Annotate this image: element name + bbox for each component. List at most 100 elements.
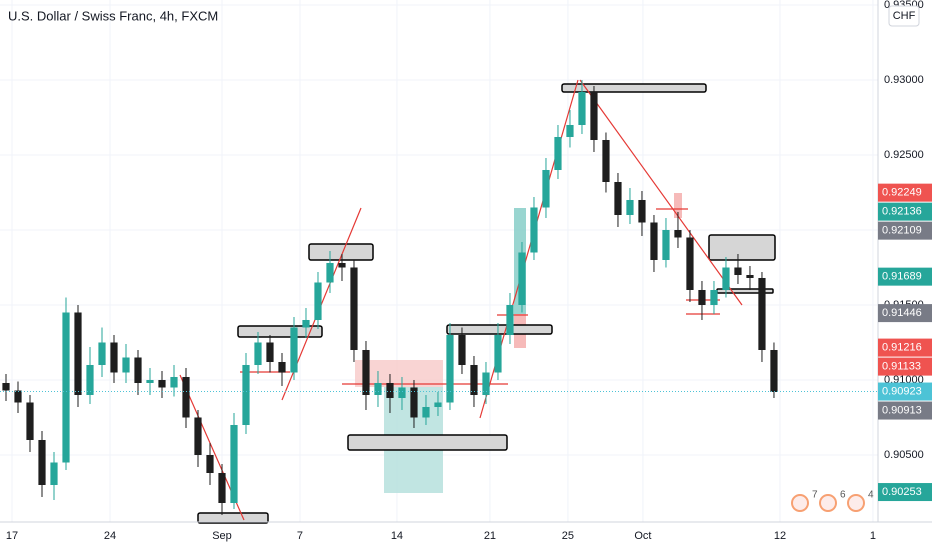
candle-body: [626, 199, 634, 215]
candle-body: [602, 139, 610, 182]
candle-body: [50, 462, 58, 485]
candle-body: [2, 382, 10, 391]
event-icon: [819, 494, 837, 512]
price-badge-label: 0.90913: [882, 404, 922, 416]
candles: [2, 79, 778, 515]
zone-box: [708, 234, 776, 261]
candle-body: [38, 439, 46, 485]
risk-zone: [674, 193, 682, 218]
event-count: 6: [840, 490, 846, 501]
candle-body: [710, 289, 718, 305]
candle-body: [194, 417, 202, 455]
candle-body: [662, 229, 670, 260]
event-icon: [791, 494, 809, 512]
candle-body: [734, 267, 742, 275]
price-badge: [878, 338, 932, 357]
candle-body: [302, 319, 310, 328]
candle-body: [698, 289, 706, 305]
risk-zone: [355, 360, 443, 387]
candle-body: [674, 229, 682, 238]
candle-body: [86, 364, 94, 395]
price-badge-label: 0.91216: [882, 342, 922, 354]
candle-body: [122, 357, 130, 373]
candle-body: [110, 342, 118, 373]
candle-body: [74, 312, 82, 395]
candle-body: [254, 342, 262, 365]
x-tick-label: 17: [6, 530, 18, 542]
candle-body: [434, 402, 442, 407]
candle-body: [182, 376, 190, 418]
candle-body: [458, 334, 466, 365]
chart-title: U.S. Dollar / Swiss Franc, 4h, FXCM: [8, 8, 218, 23]
candle-body: [278, 361, 286, 373]
price-badge: [878, 483, 932, 502]
candle-body: [638, 199, 646, 223]
candle-body: [542, 169, 550, 208]
price-badge: [878, 357, 932, 376]
price-badge-label: 0.92136: [882, 206, 922, 218]
price-badge: [878, 183, 932, 202]
candle-body: [758, 277, 766, 350]
price-badge-label: 0.92109: [882, 225, 922, 237]
price-badge-label: 0.92249: [882, 187, 922, 199]
candle-body: [62, 312, 70, 463]
candle-body: [242, 364, 250, 425]
y-tick-label: 0.92500: [884, 149, 924, 161]
x-tick-label: 21: [484, 530, 496, 542]
candle-body: [350, 267, 358, 350]
candle-body: [326, 262, 334, 283]
zone-box: [347, 434, 508, 451]
candle-body: [770, 349, 778, 392]
x-tick-label: 12: [774, 530, 786, 542]
trend-line: [579, 79, 743, 306]
x-tick-label: 25: [562, 530, 574, 542]
candle-body: [386, 382, 394, 398]
zone-box: [197, 512, 269, 524]
y-tick-label: 0.93500: [884, 0, 924, 11]
price-badge-label: 0.91689: [882, 271, 922, 283]
price-badge: [878, 221, 932, 240]
zone-box: [237, 325, 323, 338]
x-tick-label: 24: [104, 530, 116, 542]
candle-body: [494, 334, 502, 373]
candle-body: [98, 342, 106, 365]
zone-box: [308, 243, 374, 261]
candle-body: [518, 252, 526, 305]
candle-body: [746, 274, 754, 278]
price-badge: [878, 202, 932, 221]
x-tick-label: 14: [391, 530, 403, 542]
candle-body: [338, 262, 346, 268]
price-badge-label: 0.91133: [882, 361, 921, 373]
candle-body: [650, 222, 658, 260]
candle-body: [158, 379, 166, 388]
candle-body: [266, 342, 274, 362]
price-badge: [878, 382, 932, 401]
candle-body: [578, 91, 586, 125]
candle-body: [722, 267, 730, 290]
currency-badge[interactable]: [888, 5, 920, 27]
x-tick-label: 1: [870, 530, 876, 542]
zone-box: [446, 324, 553, 335]
candle-body: [26, 402, 34, 440]
zone-box: [561, 83, 707, 93]
candle-body: [614, 181, 622, 215]
events: 7 6 4: [791, 490, 874, 512]
candle-body: [446, 334, 454, 403]
candle-body: [290, 327, 298, 373]
y-tick-label: 0.90500: [884, 449, 924, 461]
candle-body: [14, 390, 22, 403]
candle-body: [422, 406, 430, 418]
candle-body: [362, 349, 370, 395]
candle-body: [218, 472, 226, 503]
x-tick-label: Sep: [212, 530, 232, 542]
candle-body: [482, 372, 490, 395]
candle-body: [470, 364, 478, 395]
candle-body: [314, 282, 322, 320]
candle-body: [398, 387, 406, 398]
candle-body: [170, 376, 178, 388]
x-tick-label: 7: [297, 530, 303, 542]
y-tick-label: 0.93000: [884, 74, 924, 86]
